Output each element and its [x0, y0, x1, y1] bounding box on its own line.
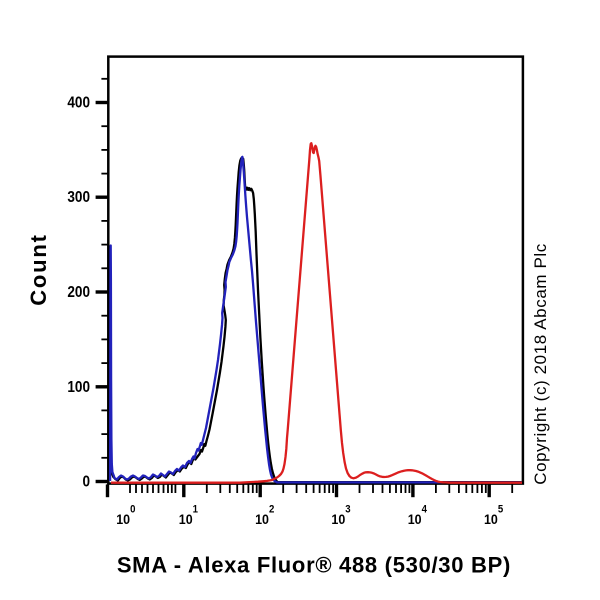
- svg-text:Copyright (c) 2018 Abcam Plc: Copyright (c) 2018 Abcam Plc: [531, 243, 550, 485]
- svg-text:0: 0: [82, 474, 90, 491]
- svg-text:400: 400: [67, 95, 90, 112]
- svg-text:200: 200: [67, 284, 90, 301]
- svg-text:Count: Count: [26, 233, 51, 306]
- svg-text:SMA - Alexa Fluor® 488 (530/30: SMA - Alexa Fluor® 488 (530/30 BP): [117, 553, 511, 578]
- svg-text:300: 300: [67, 189, 90, 206]
- svg-text:100: 100: [67, 379, 90, 396]
